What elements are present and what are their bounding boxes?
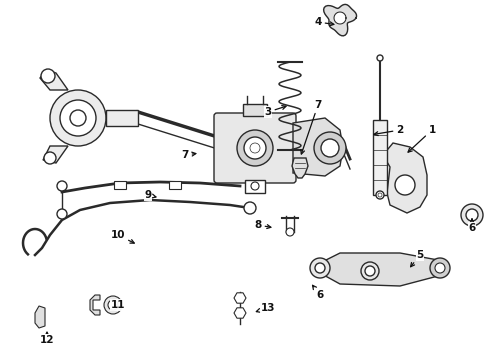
Circle shape <box>286 228 294 236</box>
Circle shape <box>250 143 260 153</box>
Polygon shape <box>35 306 45 328</box>
Circle shape <box>60 100 96 136</box>
Text: 12: 12 <box>40 335 54 345</box>
Circle shape <box>377 55 383 61</box>
Circle shape <box>430 258 450 278</box>
Text: 9: 9 <box>145 190 156 200</box>
Text: 6: 6 <box>468 219 476 233</box>
Circle shape <box>104 296 122 314</box>
Text: 10: 10 <box>111 230 134 243</box>
Circle shape <box>44 152 56 164</box>
Bar <box>245 180 265 193</box>
Polygon shape <box>323 4 357 36</box>
Polygon shape <box>383 143 427 213</box>
Text: 7: 7 <box>301 100 322 154</box>
Circle shape <box>108 300 118 310</box>
Circle shape <box>376 191 384 199</box>
Circle shape <box>70 110 86 126</box>
Polygon shape <box>334 12 346 24</box>
Circle shape <box>435 263 445 273</box>
Polygon shape <box>43 146 68 163</box>
Text: 5: 5 <box>411 250 424 267</box>
Text: 2: 2 <box>374 125 404 136</box>
Bar <box>243 104 267 116</box>
Circle shape <box>314 132 346 164</box>
Polygon shape <box>234 308 246 318</box>
Circle shape <box>461 204 483 226</box>
Circle shape <box>378 193 382 197</box>
Circle shape <box>50 90 106 146</box>
Circle shape <box>310 258 330 278</box>
Circle shape <box>361 262 379 280</box>
Circle shape <box>251 182 259 190</box>
Text: 11: 11 <box>111 300 125 310</box>
Text: 3: 3 <box>265 105 286 117</box>
Circle shape <box>244 137 266 159</box>
Polygon shape <box>106 110 138 126</box>
Bar <box>169 181 181 189</box>
Bar <box>373 120 387 195</box>
Text: 4: 4 <box>314 17 334 27</box>
Text: 13: 13 <box>256 303 275 313</box>
Circle shape <box>365 266 375 276</box>
Circle shape <box>321 139 339 157</box>
Polygon shape <box>293 118 343 176</box>
FancyBboxPatch shape <box>214 113 296 183</box>
Polygon shape <box>234 293 246 303</box>
Circle shape <box>237 130 273 166</box>
Text: 6: 6 <box>313 285 323 300</box>
Polygon shape <box>320 253 438 286</box>
Polygon shape <box>292 158 308 178</box>
Circle shape <box>41 69 55 83</box>
Circle shape <box>466 209 478 221</box>
Text: 7: 7 <box>181 150 196 160</box>
Polygon shape <box>90 295 100 315</box>
Circle shape <box>57 209 67 219</box>
Text: 8: 8 <box>254 220 271 230</box>
Circle shape <box>57 181 67 191</box>
Polygon shape <box>40 70 68 90</box>
Circle shape <box>244 202 256 214</box>
Bar <box>114 181 126 189</box>
Circle shape <box>315 263 325 273</box>
Circle shape <box>395 175 415 195</box>
Text: 1: 1 <box>408 125 436 152</box>
